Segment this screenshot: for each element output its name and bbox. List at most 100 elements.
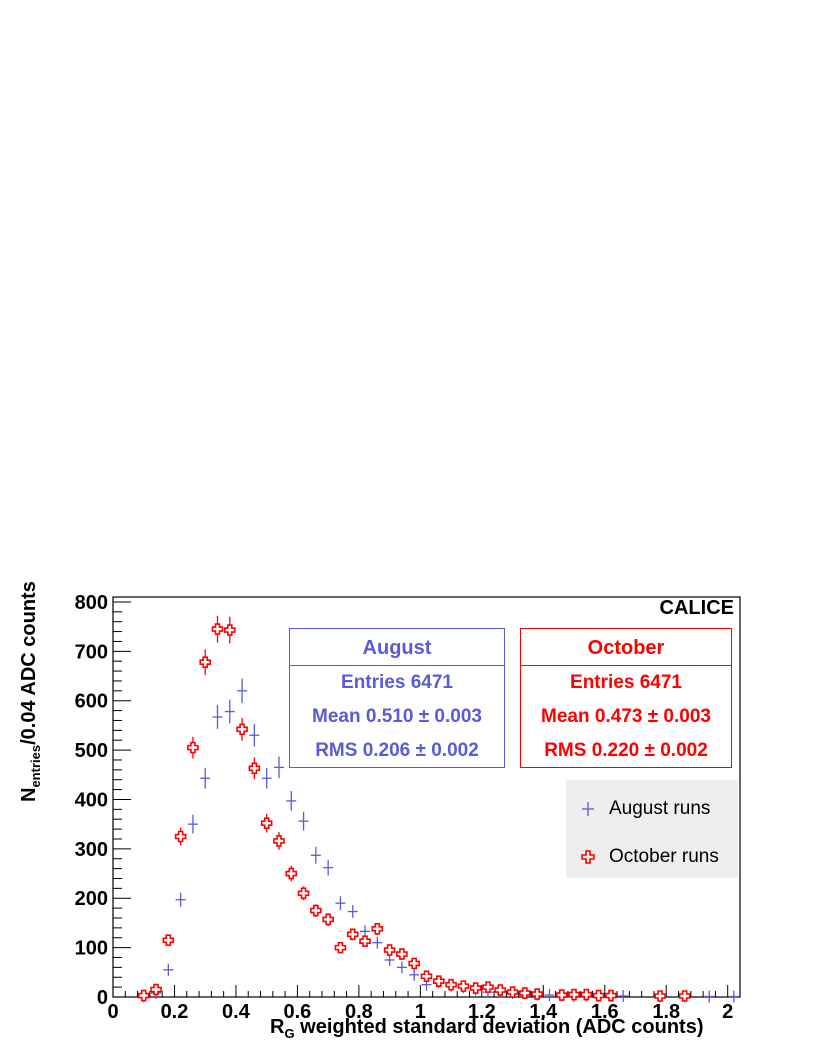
data-point — [334, 941, 347, 954]
data-point — [457, 980, 470, 992]
open-cross-marker — [506, 986, 519, 998]
x-tick-label: 0.8 — [345, 1001, 373, 1023]
y-axis-title-main: N — [18, 787, 40, 802]
open-cross-marker — [469, 982, 482, 994]
y-tick-label: 200 — [75, 888, 108, 910]
data-point — [346, 928, 359, 941]
open-cross-marker — [285, 867, 298, 880]
october-entries: Entries 6471 — [570, 672, 682, 693]
series-october-runs — [137, 615, 691, 1002]
open-cross-marker — [494, 984, 507, 996]
open-cross-marker — [371, 923, 384, 935]
data-point — [408, 957, 421, 970]
open-cross-marker-icon — [581, 850, 595, 864]
october-stats-title: October — [521, 629, 731, 666]
data-point — [383, 944, 396, 956]
data-point — [260, 813, 273, 833]
october-rms: RMS 0.220 ± 0.002 — [544, 740, 708, 761]
data-point — [335, 896, 346, 911]
august-stats-title: August — [290, 629, 504, 666]
october-stats-box: October Entries 6471 Mean 0.473 ± 0.003 … — [520, 628, 732, 768]
open-cross-marker — [310, 904, 322, 917]
data-point — [162, 934, 175, 947]
experiment-label: CALICE — [659, 597, 734, 619]
y-axis-title: Nentries/0.04 ADC counts — [18, 302, 46, 802]
data-point — [396, 948, 408, 960]
y-tick-label: 100 — [75, 938, 108, 960]
y-axis-title-sub: entries — [28, 744, 43, 788]
data-point — [310, 904, 322, 917]
data-point — [420, 970, 433, 983]
open-cross-marker — [223, 624, 236, 636]
data-point — [396, 961, 407, 974]
legend-label-august: August runs — [609, 798, 711, 819]
data-point — [359, 935, 371, 947]
y-axis-title-rest: /0.04 ADC counts — [18, 581, 40, 745]
data-point — [199, 649, 212, 676]
data-point — [555, 989, 568, 1001]
august-stats-box: August Entries 6471 Mean 0.510 ± 0.003 R… — [289, 628, 505, 768]
open-cross-marker — [396, 948, 408, 960]
open-cross-marker — [519, 987, 531, 999]
open-cross-marker — [273, 835, 285, 847]
data-point — [261, 767, 272, 789]
data-point — [469, 982, 482, 994]
data-point — [249, 723, 260, 747]
data-point — [224, 699, 235, 724]
data-point — [605, 989, 617, 1002]
open-cross-marker — [482, 981, 494, 993]
open-cross-marker — [150, 983, 162, 996]
x-axis-title-main: R — [270, 1016, 285, 1038]
data-point — [531, 988, 543, 1000]
plot-frame — [112, 596, 741, 998]
y-tick-label: 400 — [75, 789, 108, 811]
axes-layer: 0 0.2 0.4 0.6 0.8 1 1.2 1.4 1.6 1.8 2 0 100 200 300 400… — [75, 592, 741, 1023]
data-point — [445, 978, 457, 991]
data-point — [592, 989, 605, 1002]
x-axis-title: RG weighted standard deviation (ADC coun… — [270, 1016, 704, 1041]
open-cross-marker — [408, 957, 421, 970]
y-tick-label: 300 — [75, 839, 108, 861]
open-cross-marker — [592, 989, 605, 1002]
data-point — [322, 913, 334, 926]
data-point — [211, 615, 224, 643]
data-point — [506, 986, 519, 998]
open-cross-marker — [457, 980, 470, 992]
data-point — [212, 705, 223, 729]
x-tick-label: 0.2 — [161, 1001, 189, 1023]
x-tick-label: 0 — [107, 1001, 118, 1023]
data-point — [678, 990, 691, 1002]
data-point — [568, 988, 580, 1001]
august-entries: Entries 6471 — [341, 672, 453, 693]
data-point — [273, 756, 284, 779]
data-point — [150, 983, 162, 996]
data-point — [187, 736, 199, 759]
open-cross-marker — [383, 944, 396, 956]
open-cross-marker — [555, 989, 568, 1001]
open-cross-marker — [137, 989, 150, 1002]
open-cross-marker — [187, 741, 199, 754]
data-point — [237, 678, 248, 704]
y-tick-label: 600 — [75, 691, 108, 713]
open-cross-marker — [346, 928, 359, 941]
data-point — [704, 990, 715, 1003]
data-point — [544, 989, 555, 1002]
august-mean: Mean 0.510 ± 0.003 — [312, 706, 482, 727]
series-layer — [137, 615, 739, 1003]
data-point — [371, 922, 384, 935]
data-point — [360, 925, 371, 938]
legend-label-october: October runs — [609, 846, 719, 867]
y-tick-label: 0 — [97, 987, 108, 1009]
open-cross-marker — [580, 988, 593, 1001]
data-point — [236, 717, 248, 741]
data-point — [580, 988, 593, 1001]
y-tick-label: 500 — [75, 740, 108, 762]
data-point — [248, 757, 261, 780]
open-cross-marker — [297, 887, 310, 900]
data-point — [347, 905, 358, 918]
data-point — [174, 827, 187, 846]
open-cross-marker — [445, 978, 457, 991]
data-point — [286, 791, 297, 811]
data-point — [432, 975, 445, 987]
